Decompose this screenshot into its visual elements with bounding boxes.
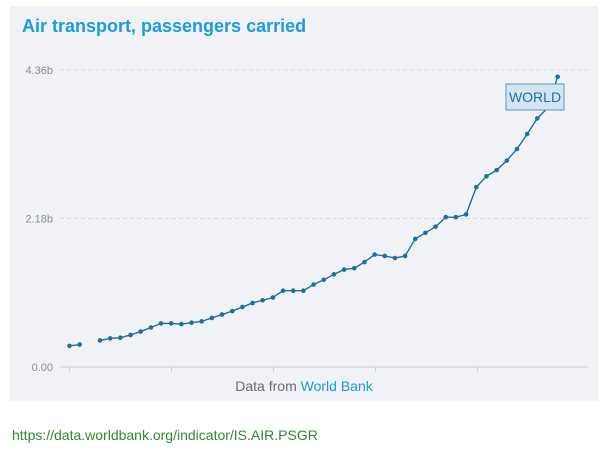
data-point	[128, 332, 133, 338]
data-point	[67, 343, 72, 349]
data-point	[341, 267, 347, 272]
data-point	[290, 288, 296, 294]
data-point	[168, 321, 174, 326]
data-point	[321, 277, 327, 283]
source-prefix: Data from	[235, 378, 297, 394]
data-point	[158, 321, 164, 326]
data-point	[433, 224, 438, 229]
data-point	[311, 282, 316, 287]
data-point	[97, 338, 103, 343]
data-point	[494, 167, 499, 173]
line-chart: 0.00 2.18b 4.36b WORLD	[25, 65, 588, 374]
data-point	[260, 297, 266, 303]
data-point	[463, 212, 469, 217]
y-tick-label: 4.36b	[25, 65, 53, 77]
data-point	[504, 158, 510, 163]
data-point	[402, 253, 408, 259]
world-bank-link[interactable]: World Bank	[300, 378, 373, 394]
data-point	[138, 329, 143, 334]
data-point	[372, 252, 377, 257]
data-point	[229, 308, 235, 314]
data-point	[443, 214, 449, 220]
series-world	[67, 74, 560, 349]
data-point	[474, 184, 479, 190]
data-point	[199, 319, 205, 324]
source-attribution: Data from World Bank	[10, 378, 598, 394]
data-point	[351, 265, 357, 271]
data-point	[535, 116, 540, 121]
data-point	[270, 295, 276, 300]
data-point	[555, 74, 560, 80]
y-tick-label: 2.18b	[25, 214, 53, 226]
data-point	[250, 300, 255, 306]
data-point	[423, 230, 428, 236]
data-point	[209, 315, 215, 321]
series-label-layer: WORLD	[505, 83, 565, 111]
data-point	[179, 321, 184, 327]
data-point	[77, 342, 82, 347]
data-point	[189, 320, 194, 326]
indicator-url[interactable]: https://data.worldbank.org/indicator/IS.…	[12, 427, 318, 443]
data-point	[453, 214, 459, 220]
data-point	[331, 272, 337, 277]
data-point	[301, 288, 306, 294]
data-point	[148, 325, 154, 330]
data-point	[514, 146, 520, 152]
data-point	[280, 288, 286, 294]
data-point	[412, 236, 418, 242]
chart-title: Air transport, passengers carried	[22, 16, 307, 36]
data-point	[484, 173, 489, 179]
data-point	[240, 304, 245, 310]
axes: 0.00 2.18b 4.36b	[25, 65, 588, 374]
series-line	[99, 76, 559, 342]
data-point	[107, 336, 113, 341]
data-point	[362, 259, 367, 265]
series-label-box	[505, 83, 565, 111]
series-label-world: WORLD	[509, 89, 561, 105]
data-point	[524, 131, 530, 137]
data-point	[392, 255, 398, 261]
y-tick-label: 0.00	[32, 362, 53, 374]
data-point	[118, 335, 123, 341]
chart-panel: 0.00 2.18b 4.36b WORLD Air transport, pass…	[10, 6, 598, 401]
gridlines	[60, 69, 588, 219]
data-point	[219, 312, 225, 317]
data-point	[382, 253, 388, 259]
